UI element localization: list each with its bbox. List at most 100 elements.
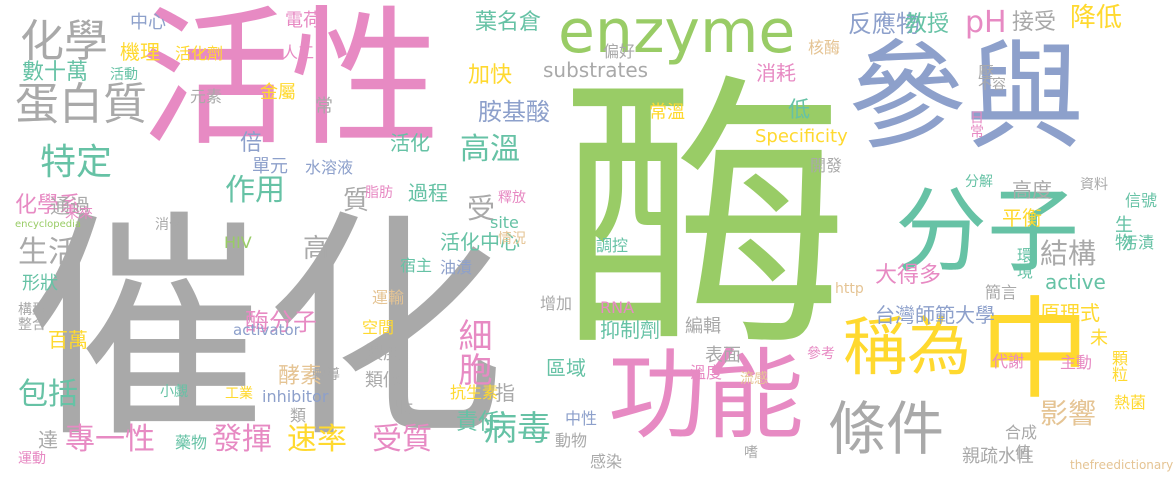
- cloud-word: 類: [290, 406, 307, 425]
- cloud-word: 代謝: [992, 352, 1025, 371]
- cloud-word: 油漬: [440, 258, 473, 277]
- cloud-word: 過程: [408, 181, 448, 205]
- cloud-word: 化學: [20, 16, 108, 67]
- cloud-word: 高度: [1012, 178, 1052, 202]
- cloud-word: 責任: [456, 410, 501, 435]
- cloud-word: 催化: [25, 190, 506, 470]
- cloud-word: http: [835, 281, 864, 297]
- cloud-word: 原理式: [1040, 301, 1100, 325]
- cloud-word: 活動: [110, 67, 138, 83]
- cloud-word: 主動: [1060, 353, 1093, 372]
- cloud-word: 胺基酸: [478, 98, 550, 126]
- cloud-word: 編輯: [685, 316, 721, 337]
- cloud-word: site: [490, 213, 519, 232]
- cloud-word: 未來: [65, 206, 93, 222]
- cloud-word: 元素: [190, 87, 223, 106]
- cloud-word: 增加: [540, 294, 573, 313]
- cloud-word: 親疏水性: [962, 446, 1034, 467]
- cloud-word: 指: [495, 381, 515, 405]
- cloud-word: 調控: [596, 236, 629, 255]
- cloud-word: 整合: [18, 317, 46, 333]
- cloud-word: 運輸: [372, 288, 405, 307]
- cloud-word: 小覷: [160, 384, 188, 400]
- cloud-word: 特定: [40, 142, 113, 183]
- cloud-word: 降低: [1070, 3, 1123, 33]
- cloud-word: 水溶液: [305, 158, 354, 177]
- cloud-word: Specificity: [755, 126, 848, 147]
- cloud-word: 感染: [590, 452, 623, 471]
- cloud-word: 活化: [390, 131, 430, 155]
- cloud-word: 運動: [18, 451, 46, 467]
- cloud-word: 日常: [968, 110, 984, 138]
- cloud-word: 酶: [560, 51, 850, 388]
- cloud-word: 分子: [895, 178, 1080, 285]
- cloud-word: 功能: [608, 339, 805, 453]
- cloud-word: 常溫: [649, 102, 685, 123]
- cloud-word: 參考: [807, 346, 835, 362]
- cloud-word: 中心: [130, 12, 166, 33]
- cloud-word: 抑制劑: [600, 318, 660, 342]
- cloud-word: enzyme: [558, 0, 796, 67]
- cloud-word: 中: [980, 286, 1090, 414]
- cloud-word: 抗生素: [450, 383, 499, 402]
- cloud-word: 酶分子: [245, 308, 317, 336]
- cloud-word: 活化劑: [175, 44, 224, 63]
- cloud-word: inhibitor: [262, 387, 329, 406]
- cloud-word: 表面: [705, 345, 741, 366]
- cloud-word: 受質: [372, 422, 432, 457]
- cloud-word: 作用: [225, 173, 285, 208]
- cloud-word: 低: [788, 98, 811, 123]
- cloud-word: 電荷: [285, 10, 321, 31]
- cloud-word: 專一性: [65, 422, 155, 457]
- cloud-word: 接受: [1012, 10, 1057, 35]
- cloud-word: active: [1045, 270, 1106, 294]
- cloud-word: 化學系: [15, 193, 82, 218]
- cloud-word: 流感: [740, 371, 768, 387]
- cloud-word: 常: [315, 96, 333, 117]
- cloud-word: 加快: [468, 63, 513, 88]
- cloud-word: 嗜: [744, 445, 758, 461]
- cloud-word: 區域: [546, 356, 586, 380]
- cloud-word: 未: [1090, 328, 1108, 349]
- cloud-word: 活化中心: [440, 230, 520, 254]
- cloud-word: 通過: [50, 194, 90, 218]
- cloud-word: 生活: [18, 235, 78, 270]
- cloud-word: 熱菌: [1114, 393, 1147, 412]
- cloud-word: 簡言: [985, 283, 1018, 302]
- cloud-word: pH: [965, 5, 1007, 40]
- cloud-word: 動物: [555, 431, 588, 450]
- cloud-word: 蛋白質: [15, 79, 147, 130]
- cloud-word: 台灣師範大學: [875, 303, 995, 327]
- cloud-word: 發揮: [212, 422, 272, 457]
- cloud-word: thefreedictionary: [1070, 458, 1174, 472]
- cloud-word: 金屬: [260, 82, 296, 103]
- cloud-word: 構型: [18, 302, 46, 318]
- cloud-word: 平衡: [1002, 206, 1042, 230]
- cloud-word: 結構: [1040, 237, 1097, 270]
- cloud-word: 高溫: [460, 132, 520, 167]
- cloud-word: 開發: [810, 156, 843, 175]
- cloud-word: 生物: [1112, 215, 1133, 251]
- cloud-word: 污漬: [1122, 233, 1155, 252]
- cloud-word: 肽: [395, 398, 413, 419]
- cloud-word: 資料: [1080, 177, 1108, 193]
- cloud-word: 工業: [225, 386, 253, 402]
- cloud-word: 質: [343, 186, 370, 216]
- cloud-word: 數十萬: [22, 60, 89, 85]
- cloud-word: 形狀: [22, 273, 58, 294]
- cloud-word: 溫度: [690, 363, 723, 382]
- cloud-word: 環境: [1014, 247, 1033, 279]
- cloud-word: substrates: [543, 58, 649, 82]
- cloud-word: 單元: [252, 156, 288, 177]
- cloud-word: 分解: [965, 174, 993, 190]
- cloud-word: 達: [38, 428, 58, 452]
- cloud-word: 高: [303, 234, 330, 264]
- cloud-word: 宿主: [400, 256, 433, 275]
- cloud-word: 稱為: [843, 311, 971, 385]
- cloud-word: 類似: [365, 370, 401, 391]
- cloud-word: 細胞: [452, 318, 492, 386]
- cloud-word: 大得多: [875, 263, 942, 288]
- cloud-word: 合成: [1005, 423, 1038, 442]
- cloud-word: activator: [233, 321, 300, 339]
- cloud-word: 病毒: [483, 409, 551, 449]
